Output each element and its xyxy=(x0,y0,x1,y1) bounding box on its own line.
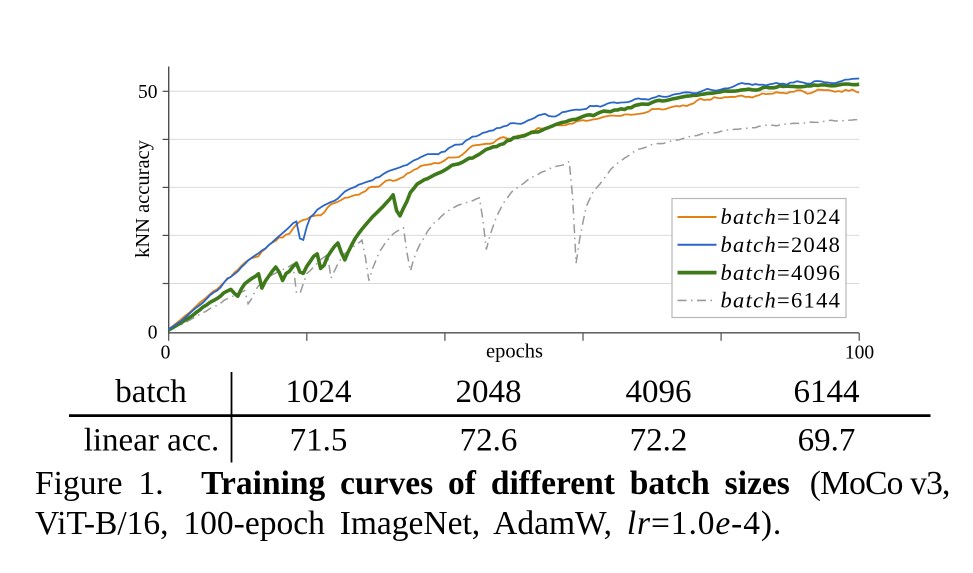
svg-text:0: 0 xyxy=(148,322,158,343)
svg-text:1024: 1024 xyxy=(286,374,352,410)
svg-text:batch: batch xyxy=(115,374,187,410)
svg-text:linear acc.: linear acc. xyxy=(84,423,220,459)
svg-text:batch=4096: batch=4096 xyxy=(721,260,842,285)
svg-text:0: 0 xyxy=(161,343,171,364)
svg-text:batch=2048: batch=2048 xyxy=(721,232,842,257)
svg-text:72.6: 72.6 xyxy=(460,423,518,459)
svg-text:71.5: 71.5 xyxy=(290,423,348,459)
svg-text:50: 50 xyxy=(138,82,158,103)
svg-text:100: 100 xyxy=(845,343,874,364)
svg-text:2048: 2048 xyxy=(456,374,522,410)
svg-text:batch=1024: batch=1024 xyxy=(721,204,842,229)
svg-text:69.7: 69.7 xyxy=(798,423,856,459)
svg-text:kNN accuracy: kNN accuracy xyxy=(132,139,154,258)
svg-text:6144: 6144 xyxy=(794,374,860,410)
svg-text:72.2: 72.2 xyxy=(630,423,688,459)
svg-text:epochs: epochs xyxy=(486,341,543,363)
svg-text:4096: 4096 xyxy=(626,374,692,410)
svg-text:batch=6144: batch=6144 xyxy=(721,288,842,313)
